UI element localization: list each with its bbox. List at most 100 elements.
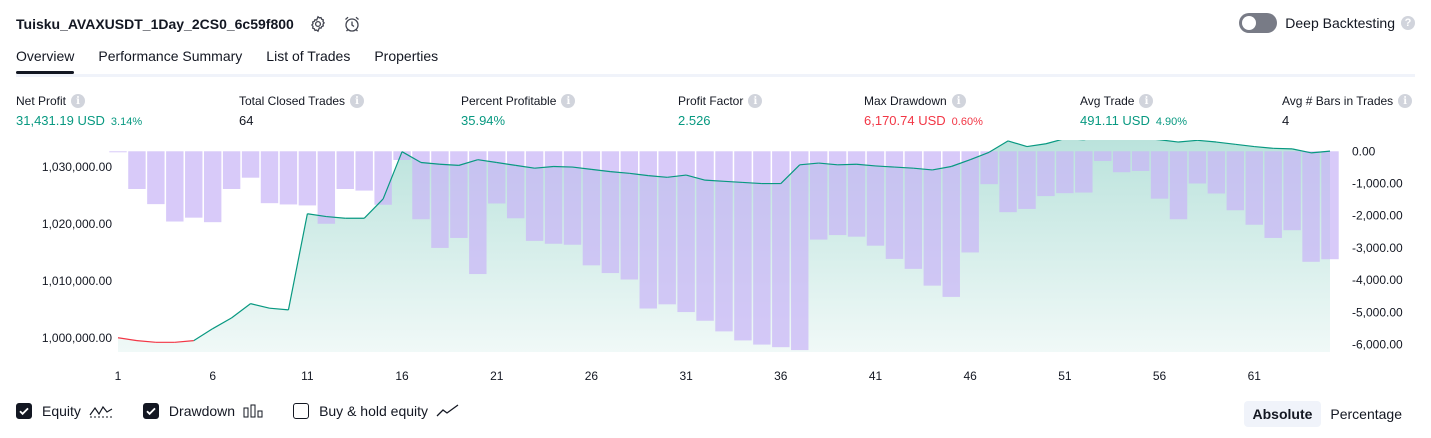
equity-line-segment — [648, 175, 668, 178]
buy-hold-checkbox[interactable] — [293, 403, 310, 419]
equity-line-segment — [250, 303, 270, 309]
x-axis-tick-label: 26 — [585, 369, 599, 383]
absolute-button[interactable]: Absolute — [1243, 401, 1322, 427]
drawdown-bars-icon — [243, 404, 263, 418]
drawdown-bar — [847, 151, 866, 237]
equity-line-segment — [1311, 150, 1331, 154]
metrics-row: Net Profit i 31,431.19 USD 3.14% Total Clo… — [16, 93, 1415, 133]
info-icon[interactable]: i — [350, 94, 365, 108]
legend-equity[interactable]: Equity — [16, 403, 113, 419]
metric-label: Net Profit — [16, 94, 67, 108]
drawdown-bar — [128, 151, 146, 189]
drawdown-bar — [696, 151, 714, 321]
right-axis-tick-label: -5,000.00 — [1352, 305, 1403, 319]
equity-line-segment — [496, 161, 516, 166]
drawdown-bar — [753, 151, 771, 345]
drawdown-bar — [374, 151, 392, 205]
equity-line-segment — [932, 165, 952, 171]
legend-buy-hold-label: Buy & hold equity — [319, 403, 429, 419]
equity-drawdown-chart[interactable]: 1,000,000.00 1,010,000.00 1,020,000.00 1,03… — [0, 140, 1431, 390]
drawdown-bar — [412, 151, 430, 220]
help-icon[interactable]: ? — [1401, 16, 1415, 30]
equity-line-segment — [174, 340, 194, 343]
equity-line-segment — [780, 164, 801, 184]
equity-line-segment — [382, 151, 403, 200]
equity-line-segment — [307, 213, 327, 218]
tab-properties[interactable]: Properties — [374, 48, 439, 64]
equity-line-segment — [1007, 140, 1028, 148]
settings-icon[interactable] — [308, 14, 328, 34]
metric-value: 2.526 — [678, 113, 711, 128]
drawdown-bar — [488, 151, 506, 204]
equity-line-segment — [837, 163, 857, 166]
deep-backtesting-label: Deep Backtesting — [1285, 15, 1395, 31]
drawdown-bar — [1131, 151, 1150, 171]
equity-line-segment — [193, 328, 214, 342]
drawdown-bar — [1245, 151, 1263, 225]
drawdown-bar — [582, 151, 601, 266]
drawdown-bar — [506, 151, 525, 219]
equity-line-segment — [1026, 143, 1047, 148]
drawdown-bar — [185, 151, 203, 218]
equity-line-segment — [401, 151, 422, 164]
equity-line-segment — [117, 337, 138, 342]
equity-line-segment — [969, 151, 990, 161]
tab-performance-summary[interactable]: Performance Summary — [98, 48, 243, 64]
info-icon[interactable]: i — [71, 94, 86, 108]
percentage-button[interactable]: Percentage — [1330, 406, 1402, 422]
left-axis-tick-label: 1,020,000.00 — [42, 217, 112, 231]
metric-percent: 3.14% — [110, 116, 143, 128]
equity-line-segment — [875, 165, 895, 168]
info-icon[interactable]: i — [1398, 94, 1413, 108]
deep-backtesting: Deep Backtesting ? — [1239, 13, 1415, 33]
alarm-clock-icon[interactable] — [342, 14, 362, 34]
equity-line-segment — [1254, 145, 1274, 149]
drawdown-bar — [109, 151, 127, 153]
drawdown-bar — [525, 151, 544, 241]
info-icon[interactable]: i — [951, 94, 966, 108]
equity-line-segment — [458, 159, 478, 166]
equity-line-segment — [326, 215, 346, 219]
tab-list-of-trades[interactable]: List of Trades — [266, 48, 351, 64]
deep-backtesting-toggle[interactable] — [1239, 13, 1278, 33]
drawdown-bar — [1018, 151, 1036, 209]
legend-buy-hold-equity[interactable]: Buy & hold equity — [293, 403, 460, 419]
equity-line-segment — [742, 181, 762, 185]
x-axis-tick-label: 41 — [869, 369, 883, 383]
drawdown-bar — [828, 151, 847, 236]
drawdown-bar — [298, 151, 317, 206]
equity-line-segment — [477, 159, 497, 164]
equity-line-segment — [287, 213, 308, 311]
drawdown-bar — [1226, 151, 1245, 211]
metric-label: Avg Trade — [1080, 94, 1135, 108]
equity-line-segment — [856, 163, 876, 167]
equity-checkbox[interactable] — [16, 403, 32, 419]
info-icon[interactable]: i — [1139, 94, 1154, 108]
metric-label: Profit Factor — [678, 94, 744, 108]
legend-drawdown[interactable]: Drawdown — [142, 403, 263, 419]
x-axis-tick-label: 46 — [964, 369, 978, 383]
drawdown-bar — [1169, 151, 1188, 220]
drawdown-bar — [999, 151, 1017, 213]
equity-line-segment — [1292, 148, 1312, 154]
x-axis-tick-label: 56 — [1153, 369, 1167, 383]
equity-line-segment — [723, 180, 743, 184]
equity-line-segment — [420, 161, 440, 165]
equity-line-segment — [667, 174, 687, 178]
drawdown-bar — [279, 151, 298, 205]
tab-overview[interactable]: Overview — [16, 46, 75, 74]
info-icon[interactable]: i — [561, 94, 576, 108]
drawdown-bar — [866, 151, 885, 246]
metric-avg-bars-in-trades: Avg # Bars in Trades i 4 — [1282, 93, 1413, 128]
metric-value: 491.11 USD — [1080, 113, 1150, 128]
drawdown-bar — [1094, 151, 1112, 161]
info-icon[interactable]: i — [748, 94, 763, 108]
toggle-knob — [1242, 16, 1257, 30]
drawdown-bar — [734, 151, 752, 341]
x-axis-tick-label: 36 — [774, 369, 788, 383]
drawdown-bar — [1112, 151, 1131, 173]
right-axis-tick-label: -3,000.00 — [1352, 241, 1403, 255]
equity-line-segment — [553, 165, 573, 168]
buy-hold-line-icon — [436, 404, 460, 418]
drawdown-checkbox[interactable] — [142, 403, 159, 419]
